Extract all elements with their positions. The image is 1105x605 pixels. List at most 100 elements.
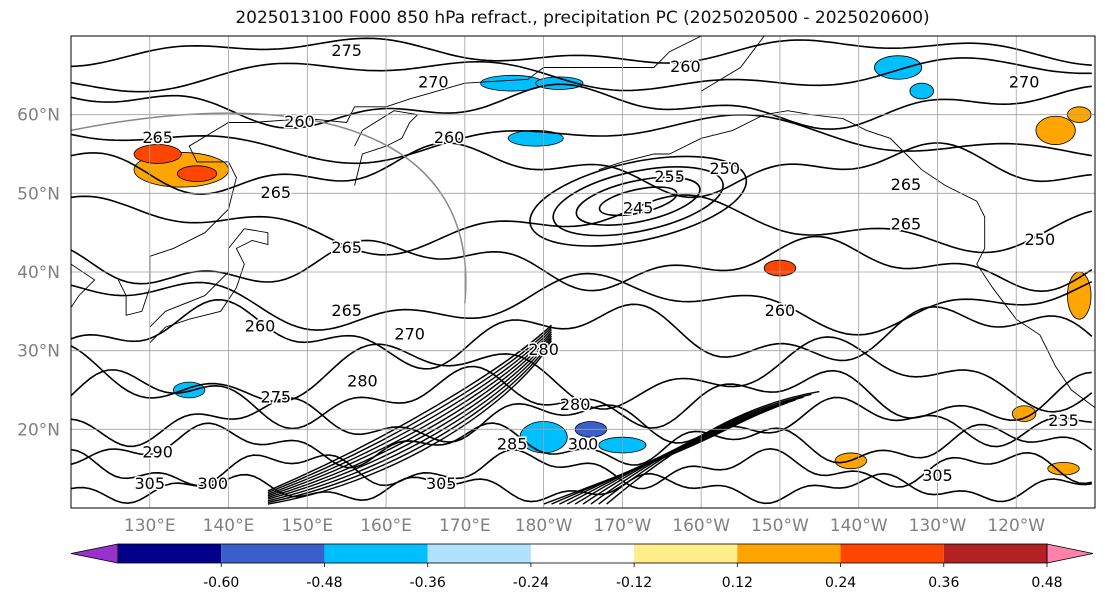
contour-label: 270 — [1009, 73, 1040, 92]
contour-label: 280 — [528, 340, 559, 359]
contour-label: 280 — [347, 372, 378, 391]
latitude-labels: 60°N 50°N 40°N 30°N 20°N — [17, 106, 60, 441]
contour-label: 265 — [331, 238, 362, 257]
colorbar-segment — [840, 544, 944, 563]
contour-label: 285 — [497, 435, 528, 454]
refractivity-contour — [71, 83, 1092, 130]
precip-patch — [133, 144, 182, 164]
refractivity-contour — [71, 396, 1092, 448]
coastline — [149, 228, 269, 344]
colorbar-segment — [943, 544, 1047, 563]
refractivity-contour — [71, 336, 1093, 413]
contour-label: 260 — [245, 317, 276, 336]
refractivity-contour — [267, 335, 553, 500]
precip-patch — [1067, 271, 1092, 320]
contour-label: 255 — [654, 167, 685, 186]
coastline-layer — [71, 36, 1095, 409]
colorbar-tick-label: -0.60 — [203, 575, 239, 591]
contour-label: 280 — [560, 395, 591, 414]
precip-patch — [909, 82, 934, 100]
latitude-label: 60°N — [17, 106, 60, 126]
refractivity-contour — [267, 331, 553, 497]
contour-label-layer: 275 270 260 270 260 260 265 255 250 265 245 265 265 2… — [133, 40, 1080, 495]
range-ring — [71, 112, 467, 304]
refractivity-contour — [267, 340, 553, 504]
colorbar-tick-label: -0.36 — [410, 575, 446, 591]
refractivity-contour — [71, 298, 1093, 370]
contour-label: 265 — [331, 301, 362, 320]
colorbar-segment — [221, 544, 325, 563]
refractivity-contour — [267, 342, 553, 505]
contour-label: 290 — [142, 442, 173, 461]
contour-label: 265 — [891, 175, 922, 194]
refractivity-contour — [267, 333, 553, 499]
contour-label: 265 — [261, 183, 292, 202]
longitude-labels: 130°E 140°E 150°E 160°E 170°E 180°W 170°W 160°W… — [124, 516, 1045, 536]
contour-label: 245 — [623, 199, 654, 218]
latitude-label: 20°N — [17, 420, 60, 440]
refractivity-contour — [71, 57, 1092, 93]
longitude-label: 140°E — [203, 516, 255, 536]
refractivity-contour — [71, 447, 1092, 490]
refractivity-contour — [71, 194, 1093, 256]
colorbar-tick-label: 0.36 — [928, 575, 959, 591]
colorbar-tick-label: -0.12 — [616, 575, 652, 591]
latitude-label: 40°N — [17, 263, 60, 283]
contour-label: 305 — [922, 466, 953, 485]
colorbar-tick-label: 0.12 — [722, 575, 753, 591]
colorbar-segment — [737, 544, 841, 563]
colorbar: -0.60 -0.48 -0.36 -0.24 -0.12 0.12 0.24 0.36 0.4… — [70, 543, 1094, 591]
precip-patch — [1035, 115, 1076, 145]
contour-label: 305 — [134, 474, 165, 493]
refractivity-contour — [606, 390, 820, 505]
colorbar-extend-high — [1046, 543, 1094, 564]
contour-label: 250 — [710, 159, 741, 178]
refractivity-contour — [267, 337, 553, 502]
contour-label: 260 — [670, 57, 701, 76]
colorbar-segment — [634, 544, 738, 563]
colorbar-tick-label: -0.48 — [306, 575, 342, 591]
colorbar-segment — [427, 544, 531, 563]
contour-label: 275 — [261, 387, 292, 406]
longitude-label: 150°E — [281, 516, 333, 536]
refractivity-contour — [575, 176, 701, 226]
contour-label: 235 — [1048, 411, 1079, 430]
refractivity-contour — [267, 324, 552, 492]
colorbar-segment — [118, 544, 222, 563]
map-frame — [70, 35, 1096, 509]
latitude-label: 30°N — [17, 342, 60, 362]
refractivity-contour — [267, 326, 552, 494]
longitude-label: 160°E — [360, 516, 412, 536]
colorbar-segment — [324, 544, 428, 563]
latitude-label: 50°N — [17, 184, 60, 204]
longitude-label: 130°E — [124, 516, 176, 536]
figure-title: 2025013100 F000 850 hPa refract., precip… — [235, 8, 930, 28]
contour-label: 260 — [284, 112, 315, 131]
contour-label: 275 — [331, 41, 362, 60]
longitude-label: 130°W — [909, 516, 967, 536]
contour-label: 270 — [394, 324, 425, 343]
refractivity-contour — [71, 37, 1092, 68]
coastline — [700, 36, 765, 92]
precip-patch — [535, 76, 584, 90]
refractivity-contour — [71, 235, 1093, 293]
colorbar-tick-label: 0.48 — [1031, 575, 1062, 591]
precip-patch — [507, 129, 564, 147]
refractivity-contour — [71, 142, 1092, 199]
coastline — [669, 110, 1095, 409]
contour-label: 250 — [1025, 230, 1056, 249]
refractivity-contour — [71, 114, 1092, 165]
contour-label: 305 — [426, 474, 457, 493]
contour-label: 260 — [765, 301, 796, 320]
contour-label: 270 — [418, 73, 449, 92]
contour-label: 265 — [142, 128, 173, 147]
coastline — [354, 110, 419, 186]
longitude-label: 160°W — [672, 516, 730, 536]
graticule-layer — [71, 36, 1095, 508]
contour-label: 260 — [434, 128, 465, 147]
contour-label: 300 — [198, 474, 229, 493]
longitude-label: 140°W — [830, 516, 888, 536]
contour-label: 265 — [891, 214, 922, 233]
